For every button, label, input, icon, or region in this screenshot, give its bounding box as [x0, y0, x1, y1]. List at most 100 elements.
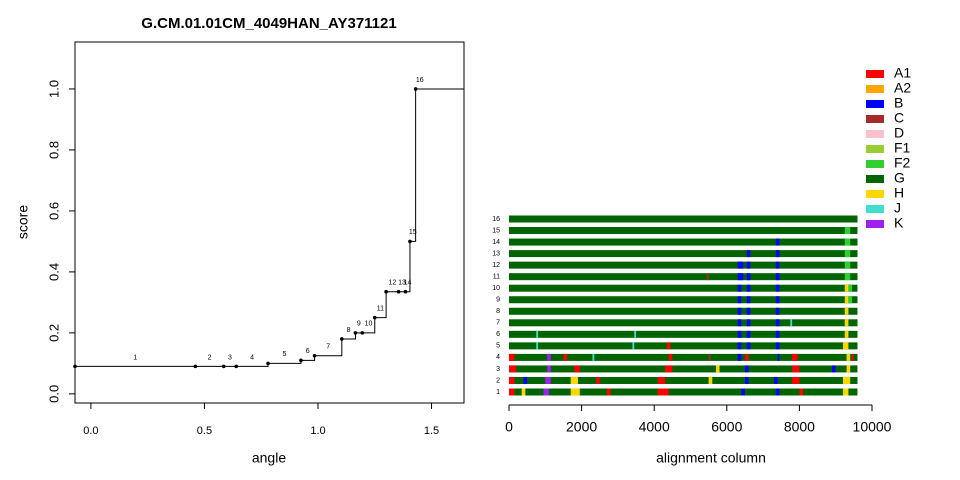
point-label: 1: [133, 354, 137, 361]
segment: [832, 365, 836, 373]
track-label: 12: [492, 262, 500, 269]
segment: [852, 353, 854, 361]
point-label: 9: [357, 321, 361, 328]
segment: [848, 284, 853, 292]
point-label: 6: [306, 348, 310, 355]
segment: [775, 319, 780, 327]
segment: [509, 353, 515, 361]
segment: [775, 388, 780, 396]
legend-swatch: [866, 145, 884, 153]
x-tick-label: 0.0: [83, 425, 98, 437]
legend-label: A1: [894, 65, 911, 81]
legend-label: G: [894, 170, 905, 186]
segment: [592, 353, 595, 361]
segment: [563, 353, 568, 361]
segment: [844, 250, 851, 258]
y-tick-label: 0.4: [46, 263, 61, 281]
segment: [521, 388, 526, 396]
legend-swatch: [866, 175, 884, 183]
point: [299, 358, 303, 363]
segment: [737, 319, 742, 327]
segment: [737, 284, 742, 292]
track-label: 15: [492, 227, 500, 234]
legend-label: D: [894, 125, 904, 141]
segment: [545, 376, 551, 384]
segment: [775, 284, 780, 292]
segment: [543, 388, 549, 396]
point: [340, 337, 344, 341]
segment: [775, 342, 780, 350]
segment: [737, 261, 744, 269]
segment: [844, 319, 849, 327]
point: [312, 353, 317, 358]
segment: [509, 250, 858, 258]
segment: [844, 261, 851, 269]
segment: [746, 261, 751, 269]
y-tick-label: 0.8: [46, 141, 61, 159]
legend-label: A2: [894, 80, 911, 96]
legend-swatch: [866, 85, 884, 93]
segment: [842, 388, 849, 396]
segment: [706, 273, 709, 281]
segment: [844, 238, 851, 246]
point-label: 11: [377, 305, 384, 312]
segment: [844, 307, 849, 315]
segment: [844, 296, 849, 304]
legend-label: B: [894, 95, 903, 111]
segment: [536, 342, 539, 350]
legend-swatch: [866, 160, 884, 168]
segment: [596, 376, 600, 384]
point: [396, 289, 401, 294]
segment: [509, 307, 858, 315]
segment: [547, 353, 551, 361]
segment: [792, 353, 798, 361]
legend-label: F2: [894, 155, 911, 171]
segment: [775, 273, 780, 281]
point-label: 8: [347, 327, 351, 334]
segment: [509, 388, 515, 396]
segment: [842, 376, 851, 384]
segment: [775, 250, 780, 258]
track-label: 10: [492, 285, 500, 292]
segment: [737, 307, 742, 315]
segment: [844, 227, 851, 235]
segment: [547, 365, 551, 373]
segment: [509, 376, 858, 384]
segment: [746, 296, 751, 304]
point: [384, 289, 388, 294]
x-tick-label: 6000: [711, 419, 742, 435]
x-tick-label: 0: [505, 419, 513, 435]
point: [403, 289, 408, 294]
segment: [737, 296, 742, 304]
segment: [737, 353, 742, 361]
legend-swatch: [866, 205, 884, 213]
x-tick-label: 0.5: [197, 425, 212, 437]
y-tick-label: 1.0: [46, 80, 61, 98]
point: [360, 331, 365, 335]
segment: [775, 261, 780, 269]
segment: [737, 342, 742, 350]
point: [221, 364, 226, 369]
track-label: 5: [496, 343, 500, 350]
segment: [632, 342, 635, 350]
x-tick-label: 8000: [784, 419, 815, 435]
segment: [607, 388, 611, 396]
segment: [842, 342, 849, 350]
segment: [744, 376, 749, 384]
point: [353, 331, 358, 335]
point-label: 7: [326, 344, 330, 351]
legend-label: K: [894, 215, 904, 231]
segment: [657, 376, 666, 384]
y-axis-label: score: [15, 205, 31, 239]
step-line: [75, 88, 464, 367]
segment: [741, 388, 745, 396]
track-label: 16: [492, 216, 500, 223]
track-label: 6: [496, 331, 500, 338]
segment: [746, 284, 751, 292]
segment: [509, 319, 858, 327]
track-label: 2: [496, 377, 500, 384]
point-label: 5: [283, 351, 287, 358]
segment: [665, 365, 673, 373]
segment: [744, 353, 749, 361]
point-label: 12: [388, 280, 396, 287]
